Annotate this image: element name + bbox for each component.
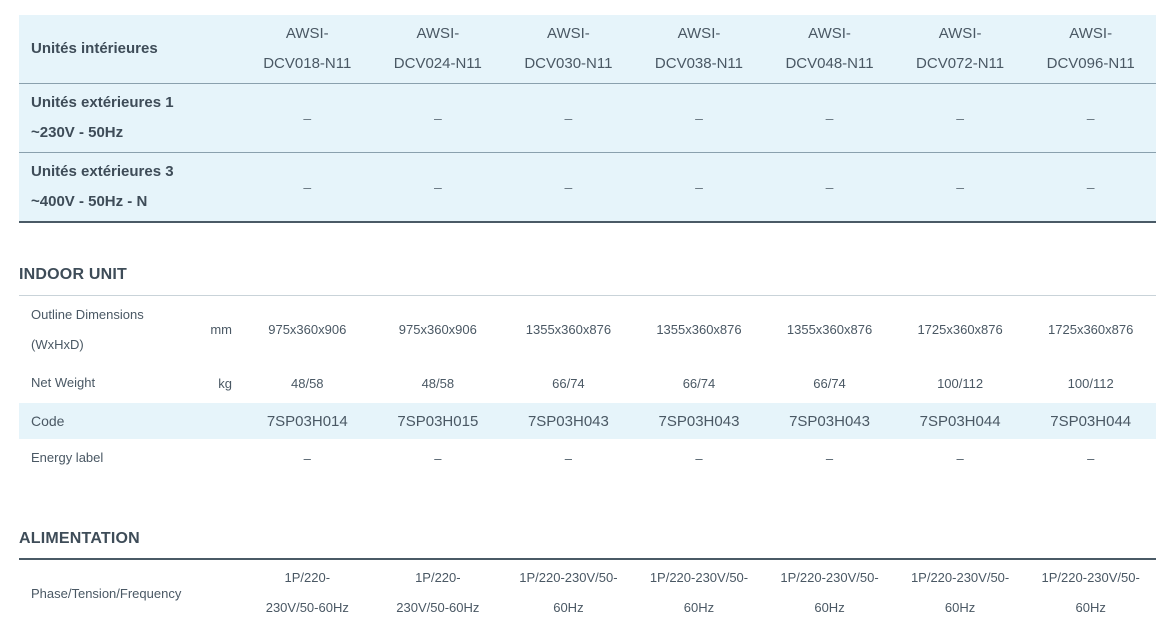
outdoor3-value: –: [1025, 152, 1156, 223]
phase-value: 1P/220-230V/50-60Hz: [910, 570, 1010, 615]
energy-label-value: –: [1087, 450, 1095, 466]
phase-value: 1P/220-230V/50-60Hz: [780, 570, 879, 615]
phase-row: Phase/Tension/Frequency 1P/220- 230V/50-6…: [19, 560, 1156, 626]
outdoor1-value: –: [503, 83, 634, 153]
code-value: 7SP03H043: [764, 403, 895, 439]
dimensions-value: 1725x360x876: [894, 295, 1026, 363]
outdoor-units-3-row: Unités extérieures 3 ~400V - 50Hz - N – –…: [19, 152, 1156, 223]
models-header-table: Unités intérieures AWSI- DCV018-N11 AWSI-…: [19, 15, 1156, 223]
phase-value: 1P/220-230V/50-60Hz: [1041, 570, 1140, 615]
net-weight-value: 66/74: [552, 375, 585, 391]
energy-label-value: –: [695, 450, 703, 466]
code-unit: [205, 403, 242, 439]
energy-label-value: –: [564, 450, 573, 466]
model-header: AWSI- DCV024-N11: [372, 15, 504, 84]
code-value: 7SP03H014: [242, 403, 373, 439]
net-weight-row: Net Weight kg 48/58 48/58 66/74 66/74 66…: [19, 363, 1156, 403]
model-header: AWSI- DCV096-N11: [1025, 15, 1156, 84]
outdoor3-value: –: [894, 152, 1026, 223]
phase-value: 1P/220-230V/50-60Hz: [519, 570, 618, 615]
outdoor1-value: –: [242, 83, 373, 153]
energy-label-row: Energy label – – – – – – –: [19, 439, 1156, 477]
dimensions-value: 1725x360x876: [1025, 295, 1156, 363]
net-weight-value: 100/112: [1067, 375, 1114, 391]
model-header: AWSI- DCV038-N11: [633, 15, 765, 84]
net-weight-value: 48/58: [421, 375, 455, 391]
dimensions-value: 1355x360x876: [764, 295, 895, 363]
dimensions-value: 1355x360x876: [503, 295, 634, 363]
net-weight-value: 100/112: [937, 375, 984, 391]
outdoor-units-1-row: Unités extérieures 1 ~230V - 50Hz – – – –…: [19, 83, 1156, 153]
outdoor3-value: –: [372, 152, 504, 223]
dimensions-unit: mm: [205, 295, 242, 363]
net-weight-value: 66/74: [813, 375, 846, 391]
outdoor-units-1-label: Unités extérieures 1 ~230V - 50Hz: [19, 83, 242, 153]
dimensions-label: Outline Dimensions (WxHxD): [19, 295, 205, 363]
energy-label-value: –: [303, 450, 311, 466]
outdoor3-value: –: [503, 152, 634, 223]
code-label: Code: [19, 403, 205, 439]
net-weight-label: Net Weight: [31, 375, 96, 390]
alimentation-table: Phase/Tension/Frequency 1P/220- 230V/50-6…: [19, 560, 1156, 626]
code-value: 7SP03H044: [894, 403, 1026, 439]
indoor-units-label: Unités intérieures: [19, 15, 242, 84]
spec-sheet: Unités intérieures AWSI- DCV018-N11 AWSI-…: [19, 15, 1156, 626]
outdoor3-value: –: [633, 152, 765, 223]
outdoor1-value: –: [764, 83, 895, 153]
energy-label-value: –: [434, 450, 442, 466]
phase-value: 1P/220-230V/50-60Hz: [649, 570, 749, 615]
dimensions-value: 975x360x906: [242, 295, 373, 363]
outdoor1-value: –: [1025, 83, 1156, 153]
outdoor3-value: –: [764, 152, 895, 223]
code-value: 7SP03H044: [1025, 403, 1156, 439]
indoor-units-row: Unités intérieures AWSI- DCV018-N11 AWSI-…: [19, 15, 1156, 84]
outdoor3-value: –: [242, 152, 373, 223]
outdoor1-value: –: [894, 83, 1026, 153]
net-weight-value: 66/74: [682, 375, 716, 391]
phase-label: Phase/Tension/Frequency: [31, 585, 182, 601]
outdoor1-value: –: [372, 83, 504, 153]
model-header: AWSI- DCV030-N11: [503, 15, 634, 84]
dimensions-row: Outline Dimensions (WxHxD) mm 975x360x906…: [19, 295, 1156, 363]
code-value: 7SP03H043: [633, 403, 765, 439]
energy-label-value: –: [825, 450, 834, 466]
energy-label-label: Energy label: [31, 450, 104, 465]
phase-value: 1P/220-230V/50-60Hz: [265, 570, 349, 615]
model-header: AWSI- DCV048-N11: [764, 15, 895, 84]
alimentation-title: ALIMENTATION: [19, 530, 140, 547]
energy-label-value: –: [956, 450, 964, 466]
indoor-unit-table: Outline Dimensions (WxHxD) mm 975x360x906…: [19, 295, 1156, 477]
code-row: Code 7SP03H014 7SP03H015 7SP03H043 7SP03…: [19, 403, 1156, 439]
model-header: AWSI- DCV072-N11: [894, 15, 1026, 84]
code-value: 7SP03H043: [503, 403, 634, 439]
code-value: 7SP03H015: [372, 403, 504, 439]
alimentation-divider: [19, 558, 1156, 560]
net-weight-value: 48/58: [291, 375, 324, 391]
outdoor1-value: –: [633, 83, 765, 153]
indoor-unit-title: INDOOR UNIT: [19, 266, 127, 283]
energy-label-unit: [205, 439, 242, 477]
phase-value: 1P/220-230V/50-60Hz: [396, 570, 480, 615]
net-weight-unit: kg: [218, 375, 232, 391]
dimensions-value: 1355x360x876: [633, 295, 765, 363]
model-header: AWSI- DCV018-N11: [242, 15, 373, 84]
dimensions-value: 975x360x906: [372, 295, 504, 363]
outdoor-units-3-label: Unités extérieures 3 ~400V - 50Hz - N: [19, 152, 242, 223]
